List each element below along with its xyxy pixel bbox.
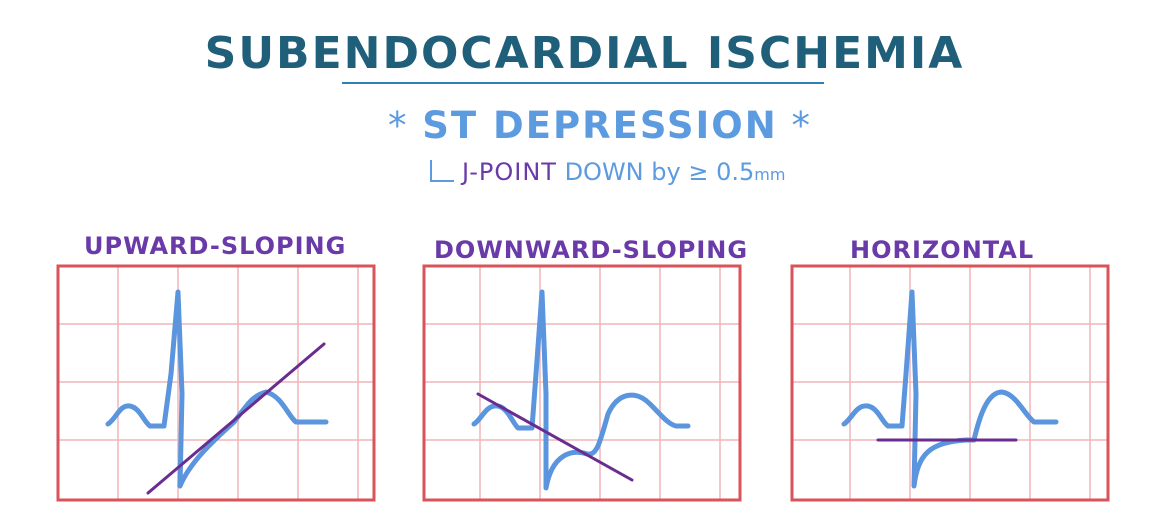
- subtitle-text: ST DEPRESSION: [422, 104, 778, 147]
- star-left-icon: *: [388, 104, 409, 147]
- j-point-note: J-POINT DOWN by ≥ 0.5mm: [430, 158, 785, 186]
- ecg-trace: [471, 289, 691, 491]
- subtitle: * ST DEPRESSION *: [388, 104, 812, 147]
- ecg-trace: [841, 289, 1059, 489]
- panel-label-upward: UPWARD-SLOPING: [84, 232, 347, 260]
- note-unit: mm: [754, 165, 786, 184]
- ecg-trace: [105, 289, 329, 489]
- grid-border: [422, 264, 742, 502]
- ecg-grid-upward: [56, 264, 376, 502]
- ecg-grid-horizontal: [790, 264, 1110, 502]
- st-line: [476, 392, 634, 482]
- st-line: [146, 342, 326, 495]
- page-title: SUBENDOCARDIAL ISCHEMIA: [204, 28, 965, 79]
- panel-label-downward: DOWNWARD-SLOPING: [434, 236, 749, 264]
- title-underline: [342, 82, 824, 84]
- grid-border: [56, 264, 376, 502]
- grid-border: [790, 264, 1110, 502]
- bracket-hook-icon: [430, 160, 454, 182]
- note-text: DOWN by ≥ 0.5: [564, 158, 755, 186]
- star-right-icon: *: [791, 104, 812, 147]
- grid-lines: [793, 267, 1107, 499]
- panel-label-horizontal: HORIZONTAL: [850, 236, 1035, 264]
- grid-lines: [425, 267, 739, 499]
- j-point-text: J-POINT: [462, 158, 557, 186]
- grid-lines: [59, 267, 373, 499]
- ecg-grid-downward: [422, 264, 742, 502]
